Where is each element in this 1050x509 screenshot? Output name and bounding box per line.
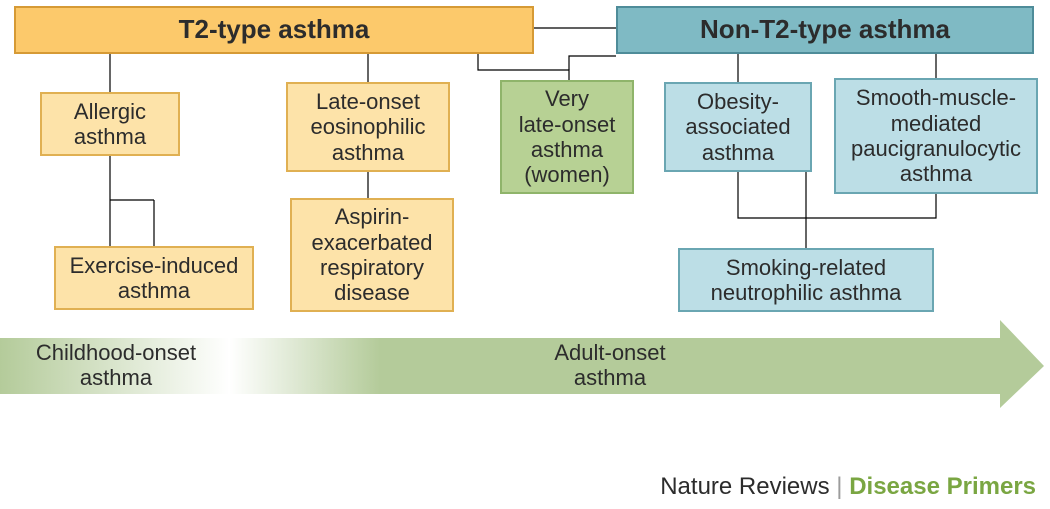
credit-series: Disease Primers	[849, 473, 1036, 500]
node-obesity: Obesity- associated asthma	[664, 82, 812, 172]
edge-12	[738, 172, 806, 218]
node-t2_header: T2-type asthma	[14, 6, 534, 54]
diagram-stage: Childhood-onset asthma Adult-onset asthm…	[0, 0, 1050, 509]
node-very_late: Very late-onset asthma (women)	[500, 80, 634, 194]
adult-onset-label: Adult-onset asthma	[430, 340, 790, 391]
node-non_t2_header: Non-T2-type asthma	[616, 6, 1034, 54]
node-smoking: Smoking-related neutrophilic asthma	[678, 248, 934, 312]
credit-journal: Nature Reviews	[660, 473, 829, 500]
node-late_eos: Late-onset eosinophilic asthma	[286, 82, 450, 172]
edge-2	[478, 54, 569, 80]
node-allergic: Allergic asthma	[40, 92, 180, 156]
edge-4	[569, 56, 616, 70]
node-smm: Smooth-muscle- mediated paucigranulocyti…	[834, 78, 1038, 194]
source-credit: Nature Reviews | Disease Primers	[660, 473, 1036, 501]
node-exercise: Exercise-induced asthma	[54, 246, 254, 310]
node-aspirin: Aspirin- exacerbated respiratory disease	[290, 198, 454, 312]
childhood-onset-label: Childhood-onset asthma	[6, 340, 226, 391]
edge-13	[806, 194, 936, 218]
credit-divider: |	[830, 473, 850, 500]
